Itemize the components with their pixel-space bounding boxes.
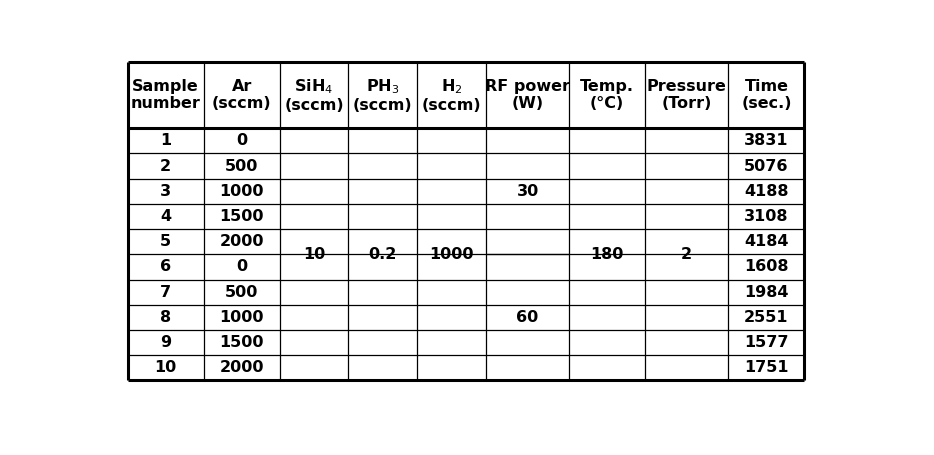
Text: 2: 2 (681, 247, 692, 262)
Text: 500: 500 (225, 158, 259, 173)
Text: 5076: 5076 (744, 158, 788, 173)
Text: 500: 500 (225, 285, 259, 300)
Text: Sample
number: Sample number (131, 79, 201, 111)
Text: 3: 3 (160, 184, 171, 199)
Text: 3108: 3108 (744, 209, 788, 224)
Text: H$_2$
(sccm): H$_2$ (sccm) (422, 77, 481, 113)
Text: 4: 4 (160, 209, 171, 224)
Text: SiH$_4$
(sccm): SiH$_4$ (sccm) (284, 77, 344, 113)
Text: 0: 0 (236, 133, 248, 148)
Text: 180: 180 (590, 247, 624, 262)
Text: Time
(sec.): Time (sec.) (742, 79, 792, 111)
Text: 1000: 1000 (219, 184, 264, 199)
Text: 10: 10 (303, 247, 325, 262)
Text: 7: 7 (160, 285, 171, 300)
Text: 1608: 1608 (744, 259, 788, 274)
Text: 1500: 1500 (219, 209, 264, 224)
Text: 10: 10 (154, 360, 177, 375)
Text: Ar
(sccm): Ar (sccm) (212, 79, 272, 111)
Text: 60: 60 (517, 310, 539, 325)
Text: 5: 5 (160, 234, 171, 249)
Text: 1500: 1500 (219, 335, 264, 350)
Text: RF power
(W): RF power (W) (485, 79, 570, 111)
Text: 2: 2 (160, 158, 171, 173)
Text: 2000: 2000 (219, 360, 264, 375)
Text: 9: 9 (160, 335, 171, 350)
Text: 1577: 1577 (744, 335, 788, 350)
Text: 0: 0 (236, 259, 248, 274)
Text: 2000: 2000 (219, 234, 264, 249)
Text: 1: 1 (160, 133, 171, 148)
Text: 1984: 1984 (744, 285, 788, 300)
Text: 2551: 2551 (744, 310, 788, 325)
Text: 4188: 4188 (744, 184, 788, 199)
Text: 1751: 1751 (744, 360, 788, 375)
Text: 6: 6 (160, 259, 171, 274)
Text: 3831: 3831 (744, 133, 788, 148)
Text: 4184: 4184 (744, 234, 788, 249)
Text: 30: 30 (517, 184, 539, 199)
Text: 8: 8 (160, 310, 171, 325)
Text: Temp.
(°C): Temp. (°C) (580, 79, 634, 111)
Text: 0.2: 0.2 (369, 247, 397, 262)
Text: 1000: 1000 (219, 310, 264, 325)
Text: 1000: 1000 (430, 247, 474, 262)
Text: Pressure
(Torr): Pressure (Torr) (647, 79, 727, 111)
Text: PH$_3$
(sccm): PH$_3$ (sccm) (353, 77, 413, 113)
